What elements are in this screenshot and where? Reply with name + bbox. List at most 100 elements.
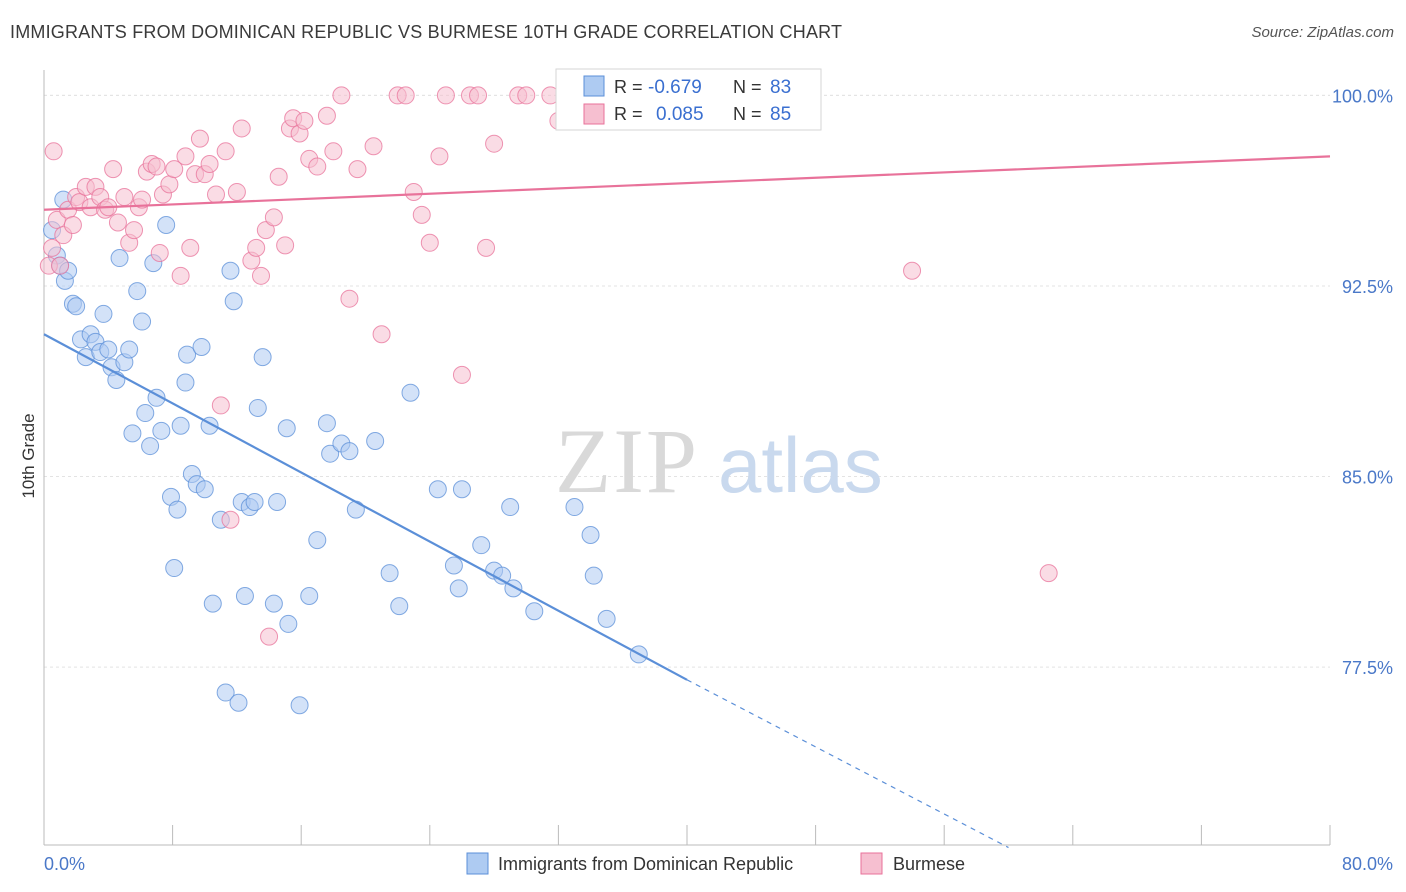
burmese-point-3 <box>51 256 70 275</box>
legend-n-label: N = <box>733 77 762 97</box>
dominican-point-41 <box>216 683 235 702</box>
burmese-point-64 <box>396 86 415 105</box>
series-dominican-points <box>43 190 648 715</box>
source-label: Source: ZipAtlas.com <box>1251 24 1394 41</box>
burmese-point-47 <box>264 208 283 227</box>
series-legend: Immigrants from Dominican Republic Burme… <box>466 852 965 875</box>
legend-r-value-dominican: -0.679 <box>648 77 702 98</box>
legend-r-label: R = <box>614 104 643 124</box>
y-tick-label-1: 85.0% <box>1342 468 1393 488</box>
burmese-point-39 <box>221 510 240 529</box>
trend-line-dominican <box>43 333 688 681</box>
dominican-point-53 <box>277 419 296 438</box>
burmese-point-58 <box>332 86 351 105</box>
y-axis-label: 10th Grade <box>19 413 38 498</box>
burmese-point-49 <box>276 236 295 255</box>
trend-lines <box>43 155 1331 849</box>
dominican-point-51 <box>264 594 283 613</box>
burmese-point-41 <box>232 119 251 138</box>
burmese-point-48 <box>269 167 288 186</box>
burmese-point-74 <box>485 134 504 153</box>
burmese-point-17 <box>115 188 134 207</box>
series-legend-label-dominican: Immigrants from Dominican Republic <box>498 854 793 874</box>
burmese-point-70 <box>452 365 471 384</box>
chart-title: IMMIGRANTS FROM DOMINICAN REPUBLIC VS BU… <box>10 22 843 42</box>
burmese-point-2 <box>47 210 66 229</box>
dominican-point-18 <box>120 340 139 359</box>
dominican-point-70 <box>452 480 471 499</box>
burmese-point-83 <box>1039 564 1058 583</box>
watermark-atlas: atlas <box>718 421 883 509</box>
y-tick-label-0: 77.5% <box>1342 658 1393 678</box>
burmese-point-56 <box>317 106 336 125</box>
legend-swatch-burmese <box>583 103 605 125</box>
dominican-point-78 <box>581 526 600 544</box>
burmese-point-61 <box>364 137 383 156</box>
y-tick-label-3: 100.0% <box>1332 86 1393 106</box>
x-tick-label-0: 0.0% <box>44 854 85 874</box>
dominican-point-49 <box>248 398 267 417</box>
burmese-point-57 <box>324 142 343 161</box>
burmese-point-46 <box>260 627 279 646</box>
dominican-point-61 <box>340 442 359 461</box>
burmese-point-62 <box>372 325 391 344</box>
dominican-point-36 <box>192 337 211 356</box>
dominican-point-55 <box>290 696 309 715</box>
dominican-point-33 <box>178 345 197 364</box>
burmese-point-27 <box>160 175 179 194</box>
dominican-point-79 <box>584 566 603 585</box>
axes <box>43 70 1331 846</box>
burmese-point-6 <box>63 216 82 234</box>
dominican-point-21 <box>133 312 152 331</box>
burmese-point-84 <box>44 142 63 161</box>
grid-lines <box>44 94 1330 668</box>
burmese-point-66 <box>412 205 431 224</box>
legend-n-label: N = <box>733 104 762 124</box>
burmese-point-43 <box>247 238 266 257</box>
dominican-point-74 <box>501 498 520 517</box>
trend-line-dominican-extension <box>686 679 1009 849</box>
dominican-point-58 <box>317 414 336 433</box>
burmese-point-60 <box>348 160 367 179</box>
dominican-point-68 <box>444 556 463 575</box>
burmese-point-68 <box>430 147 449 166</box>
watermark: ZIP atlas <box>555 410 883 512</box>
burmese-point-82 <box>903 261 922 280</box>
burmese-point-37 <box>211 396 230 415</box>
dominican-point-16 <box>110 249 129 268</box>
dominican-point-23 <box>141 437 160 456</box>
stats-legend: R = -0.679 N = 83 R = 0.085 N = 85 <box>555 68 822 131</box>
series-burmese-points <box>39 86 1058 646</box>
dominican-point-20 <box>128 282 147 301</box>
burmese-point-19 <box>125 221 144 240</box>
dominican-point-42 <box>221 261 240 280</box>
dominican-point-44 <box>229 693 248 712</box>
dominican-point-62 <box>346 500 365 519</box>
dominican-point-31 <box>171 416 190 435</box>
trend-line-burmese <box>43 155 1331 211</box>
dominican-point-46 <box>235 586 254 605</box>
dominican-point-27 <box>157 216 176 234</box>
series-legend-swatch-burmese <box>860 852 883 875</box>
dominican-point-66 <box>401 383 420 402</box>
burmese-point-59 <box>340 289 359 308</box>
burmese-point-21 <box>133 190 152 209</box>
x-tick-labels: 0.0% 80.0% <box>44 854 1393 874</box>
legend-n-value-dominican: 83 <box>770 77 791 98</box>
burmese-point-73 <box>477 238 496 257</box>
legend-r-label: R = <box>614 77 643 97</box>
dominican-point-69 <box>449 579 468 598</box>
burmese-point-15 <box>104 160 123 179</box>
burmese-point-1 <box>43 238 62 257</box>
burmese-point-55 <box>308 157 327 176</box>
burmese-point-40 <box>227 182 246 201</box>
dominican-point-65 <box>390 597 409 616</box>
burmese-point-65 <box>404 182 423 201</box>
legend-r-value-burmese: 0.085 <box>656 104 704 125</box>
dominican-point-80 <box>597 609 616 628</box>
dominican-point-30 <box>168 500 187 519</box>
series-legend-swatch-dominican <box>466 852 489 875</box>
dominican-point-63 <box>366 431 385 450</box>
burmese-point-29 <box>171 266 190 285</box>
